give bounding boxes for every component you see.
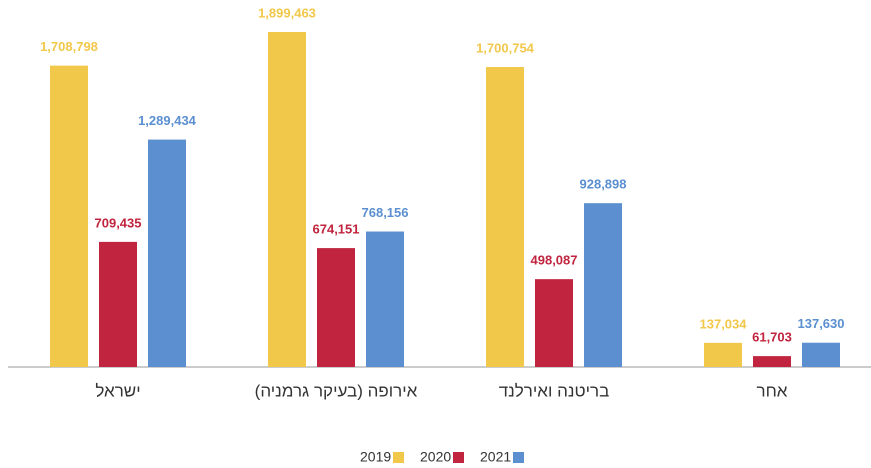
value-label: 928,898 <box>580 177 627 192</box>
bar <box>99 241 137 367</box>
legend-label: 2021 <box>480 449 511 465</box>
x-tick-label: אחר <box>757 381 788 400</box>
bar <box>584 203 622 367</box>
value-label: 1,708,798 <box>40 39 98 54</box>
legend-label: 2019 <box>360 449 391 465</box>
bar <box>268 32 306 367</box>
bar <box>486 67 524 367</box>
bar <box>753 356 791 367</box>
x-tick-label: בריטנה ואירלנד <box>499 381 610 400</box>
bar <box>50 65 88 367</box>
value-label: 674,151 <box>313 222 360 237</box>
x-tick-label: ישראל <box>95 381 140 400</box>
value-label: 768,156 <box>362 205 409 220</box>
bar <box>535 279 573 367</box>
x-tick-label: אירופה (בעיקר גרמניה) <box>255 381 418 400</box>
value-label: 137,630 <box>798 316 845 331</box>
value-label: 61,703 <box>752 330 792 345</box>
legend-swatch <box>513 452 524 463</box>
bar <box>366 231 404 367</box>
bar <box>802 342 840 367</box>
legend-swatch <box>393 452 404 463</box>
value-label: 1,700,754 <box>476 40 535 55</box>
legend-label: 2020 <box>420 449 451 465</box>
legend-swatch <box>453 452 464 463</box>
bar <box>148 139 186 367</box>
value-label: 137,034 <box>700 316 748 331</box>
value-label: 498,087 <box>531 253 578 268</box>
bar <box>704 342 742 367</box>
value-label: 1,899,463 <box>258 5 316 20</box>
value-label: 709,435 <box>95 215 142 230</box>
value-label: 1,289,434 <box>138 113 197 128</box>
bar <box>317 248 355 367</box>
